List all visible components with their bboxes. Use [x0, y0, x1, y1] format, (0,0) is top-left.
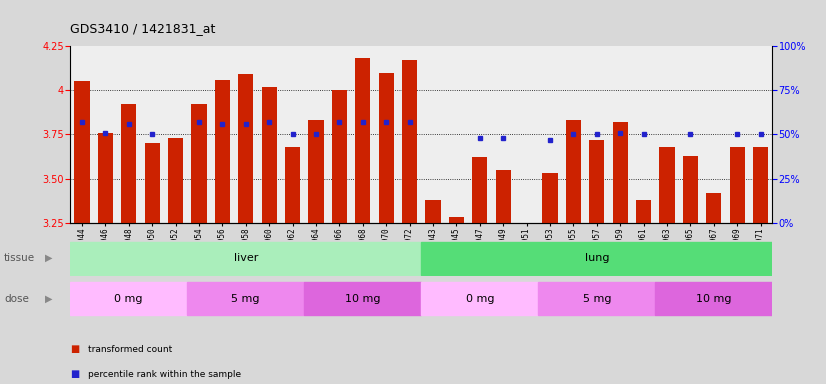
Bar	[402, 60, 417, 223]
Bar	[425, 200, 440, 223]
Text: lung: lung	[585, 253, 609, 263]
Bar	[655, 282, 772, 315]
Bar	[659, 147, 675, 223]
Bar	[188, 282, 304, 315]
Text: ■: ■	[70, 369, 79, 379]
Bar	[421, 242, 772, 275]
Bar	[496, 170, 510, 223]
Text: transformed count: transformed count	[88, 345, 173, 354]
Bar	[308, 120, 324, 223]
Bar	[729, 147, 745, 223]
Bar	[378, 73, 394, 223]
Bar	[566, 120, 581, 223]
Bar	[449, 217, 464, 223]
Text: liver: liver	[234, 253, 258, 263]
Bar	[145, 143, 159, 223]
Bar	[706, 193, 721, 223]
Text: GDS3410 / 1421831_at: GDS3410 / 1421831_at	[70, 22, 216, 35]
Bar	[70, 242, 421, 275]
Text: 5 mg: 5 mg	[582, 293, 611, 304]
Bar	[168, 138, 183, 223]
Bar	[74, 81, 89, 223]
Bar	[539, 282, 655, 315]
Bar	[636, 200, 651, 223]
Bar	[683, 156, 698, 223]
Bar	[589, 140, 605, 223]
Bar	[519, 223, 534, 228]
Bar	[421, 282, 539, 315]
Text: 0 mg: 0 mg	[115, 293, 143, 304]
Text: ▶: ▶	[45, 294, 53, 304]
Bar	[304, 282, 421, 315]
Bar	[285, 147, 300, 223]
Bar	[753, 147, 768, 223]
Bar	[70, 282, 188, 315]
Text: dose: dose	[4, 294, 29, 304]
Text: percentile rank within the sample: percentile rank within the sample	[88, 370, 241, 379]
Text: tissue: tissue	[4, 253, 36, 263]
Bar	[543, 173, 558, 223]
Bar	[97, 132, 113, 223]
Text: ■: ■	[70, 344, 79, 354]
Bar	[238, 74, 254, 223]
Bar	[613, 122, 628, 223]
Text: 5 mg: 5 mg	[231, 293, 260, 304]
Text: 10 mg: 10 mg	[696, 293, 732, 304]
Bar	[332, 90, 347, 223]
Bar	[262, 87, 277, 223]
Bar	[355, 58, 370, 223]
Text: 10 mg: 10 mg	[345, 293, 381, 304]
Text: ▶: ▶	[45, 253, 53, 263]
Bar	[121, 104, 136, 223]
Bar	[472, 157, 487, 223]
Text: 0 mg: 0 mg	[466, 293, 494, 304]
Bar	[192, 104, 206, 223]
Bar	[215, 79, 230, 223]
